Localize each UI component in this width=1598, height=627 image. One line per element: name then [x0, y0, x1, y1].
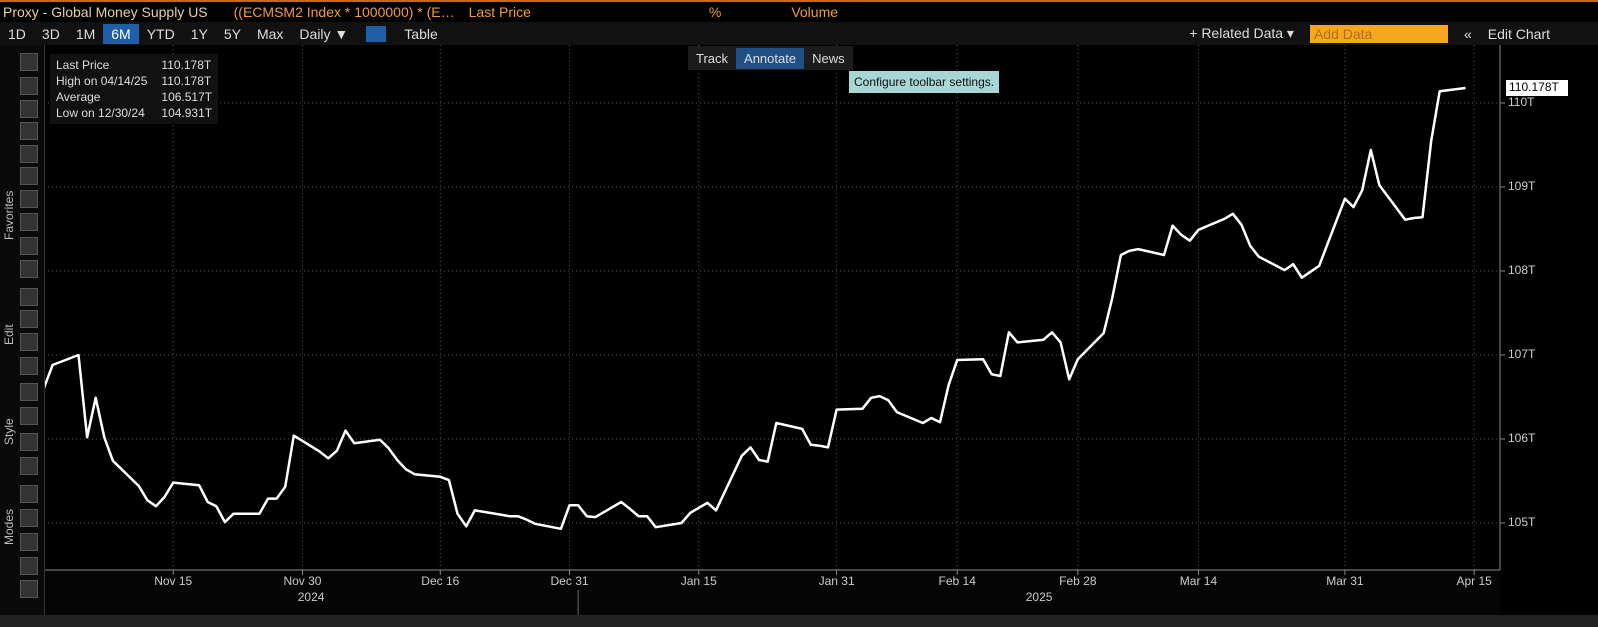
field: Last Price	[468, 4, 531, 20]
side-label: Modes	[2, 508, 16, 545]
tool-icon[interactable]	[20, 145, 38, 163]
legend: Last Price 110.178T High on 04/14/25 110.17…	[50, 54, 219, 124]
range-button[interactable]: 1Y	[190, 25, 208, 42]
y-tick-label: 110T	[1508, 95, 1535, 109]
legend-label: High on 04/14/25	[56, 74, 148, 88]
y-tick-label: 108T	[1508, 263, 1536, 277]
x-tick-label: Feb 14	[939, 574, 977, 588]
related-data[interactable]: + Related Data ▾	[1189, 25, 1294, 41]
price-line	[42, 86, 1466, 531]
side-label: Favorites	[2, 190, 16, 240]
legend-value: 106.517T	[161, 90, 213, 104]
legend-value: 104.931T	[161, 106, 213, 120]
last-price-label: 110.178T	[1509, 80, 1559, 94]
tool-icon[interactable]	[20, 580, 38, 598]
tool-icon[interactable]	[20, 383, 38, 401]
range-button[interactable]: 6M	[103, 23, 139, 44]
security-title: Proxy - Global Money Supply US	[3, 4, 208, 20]
x-tick-label: Dec 16	[421, 574, 459, 588]
legend-value: 110.178T	[161, 58, 212, 72]
toolbar: 1D 3D 1M 6M YTD 1Y 5Y Max Daily ▼ Table + Relat…	[0, 22, 1598, 45]
x-tick-label: Mar 14	[1180, 574, 1218, 588]
back[interactable]: «	[1463, 25, 1472, 42]
side-label: Edit	[2, 324, 16, 345]
sidebar: Favorites Edit Style Modes	[0, 45, 45, 615]
volume: Volume	[791, 4, 839, 20]
tool-icon[interactable]	[20, 77, 38, 95]
tool-icon[interactable]	[20, 310, 38, 328]
tool-icon[interactable]	[20, 485, 38, 503]
x-tick-label: Jan 15	[681, 574, 717, 588]
range-button[interactable]: 3D	[41, 25, 60, 42]
tool-icon[interactable]	[20, 557, 38, 575]
legend-label: Low on 12/30/24	[56, 106, 145, 120]
add-data[interactable]: Add Data	[1309, 24, 1448, 43]
y-tick-label: 106T	[1508, 431, 1536, 445]
tool-icon[interactable]	[20, 167, 38, 185]
tool-icon[interactable]	[20, 190, 38, 208]
range-button[interactable]: 1M	[75, 25, 96, 42]
table-button[interactable]: Table	[404, 25, 438, 42]
range-button[interactable]: 1D	[8, 25, 26, 42]
tool-icon[interactable]	[20, 407, 38, 425]
y-tick-label: 105T	[1508, 515, 1536, 529]
tool-icon[interactable]	[20, 213, 38, 231]
x-tick-label: Nov 15	[154, 574, 192, 588]
header: Proxy - Global Money Supply US ((ECMSM2 …	[0, 0, 1598, 22]
tool-icon[interactable]	[20, 260, 38, 278]
x-tick-label: Dec 31	[551, 574, 589, 588]
tool-icon[interactable]	[20, 333, 38, 351]
legend-label: Last Price	[56, 58, 110, 72]
tool-icon[interactable]	[20, 509, 38, 527]
tool-icon[interactable]	[20, 53, 38, 71]
edit-chart[interactable]: Edit Chart	[1487, 25, 1550, 42]
x-year-label: 2025	[1026, 590, 1053, 604]
chart-tool[interactable]: Annotate	[736, 47, 805, 69]
tool-icon[interactable]	[20, 457, 38, 475]
tool-icon[interactable]	[20, 357, 38, 375]
last-price-tag	[1506, 80, 1568, 97]
y-tick-label: 107T	[1508, 347, 1536, 361]
side-label: Style	[2, 418, 16, 445]
x-tick-label: Feb 28	[1059, 574, 1097, 588]
chart-tool[interactable]: Track	[696, 50, 729, 66]
chart-toolbar: Track Annotate News	[688, 46, 853, 70]
tool-icon[interactable]	[20, 237, 38, 255]
tool-icon[interactable]	[20, 122, 38, 140]
x-tick-label: Mar 31	[1326, 574, 1364, 588]
tooltip: Configure toolbar settings.	[849, 71, 1000, 93]
range-button[interactable]: Max	[256, 25, 284, 42]
legend-label: Average	[56, 90, 101, 104]
legend-value: 110.178T	[161, 74, 212, 88]
x-tick-label: Jan 31	[819, 574, 855, 588]
range-button[interactable]: 5Y	[223, 25, 241, 42]
x-tick-label: Nov 30	[283, 574, 321, 588]
period-select[interactable]: Daily ▼	[299, 25, 349, 42]
footer	[0, 615, 1598, 627]
tool-icon[interactable]	[20, 533, 38, 551]
chart-type-icon[interactable]	[366, 25, 387, 42]
tool-icon[interactable]	[20, 100, 38, 118]
tool-icon[interactable]	[20, 288, 38, 306]
x-year-label: 2024	[298, 590, 325, 604]
range-buttons: 1D 3D 1M 6M YTD 1Y 5Y Max	[0, 23, 291, 44]
y-tick-label: 109T	[1508, 179, 1536, 193]
x-tick-label: Apr 15	[1456, 574, 1492, 588]
tool-icon[interactable]	[20, 433, 38, 451]
range-button[interactable]: YTD	[146, 25, 175, 42]
formula: ((ECMSM2 Index * 1000000) * (E…	[233, 4, 455, 20]
pct: %	[708, 4, 722, 20]
chart-tool[interactable]: News	[812, 50, 845, 66]
axis-bar	[44, 570, 1500, 615]
